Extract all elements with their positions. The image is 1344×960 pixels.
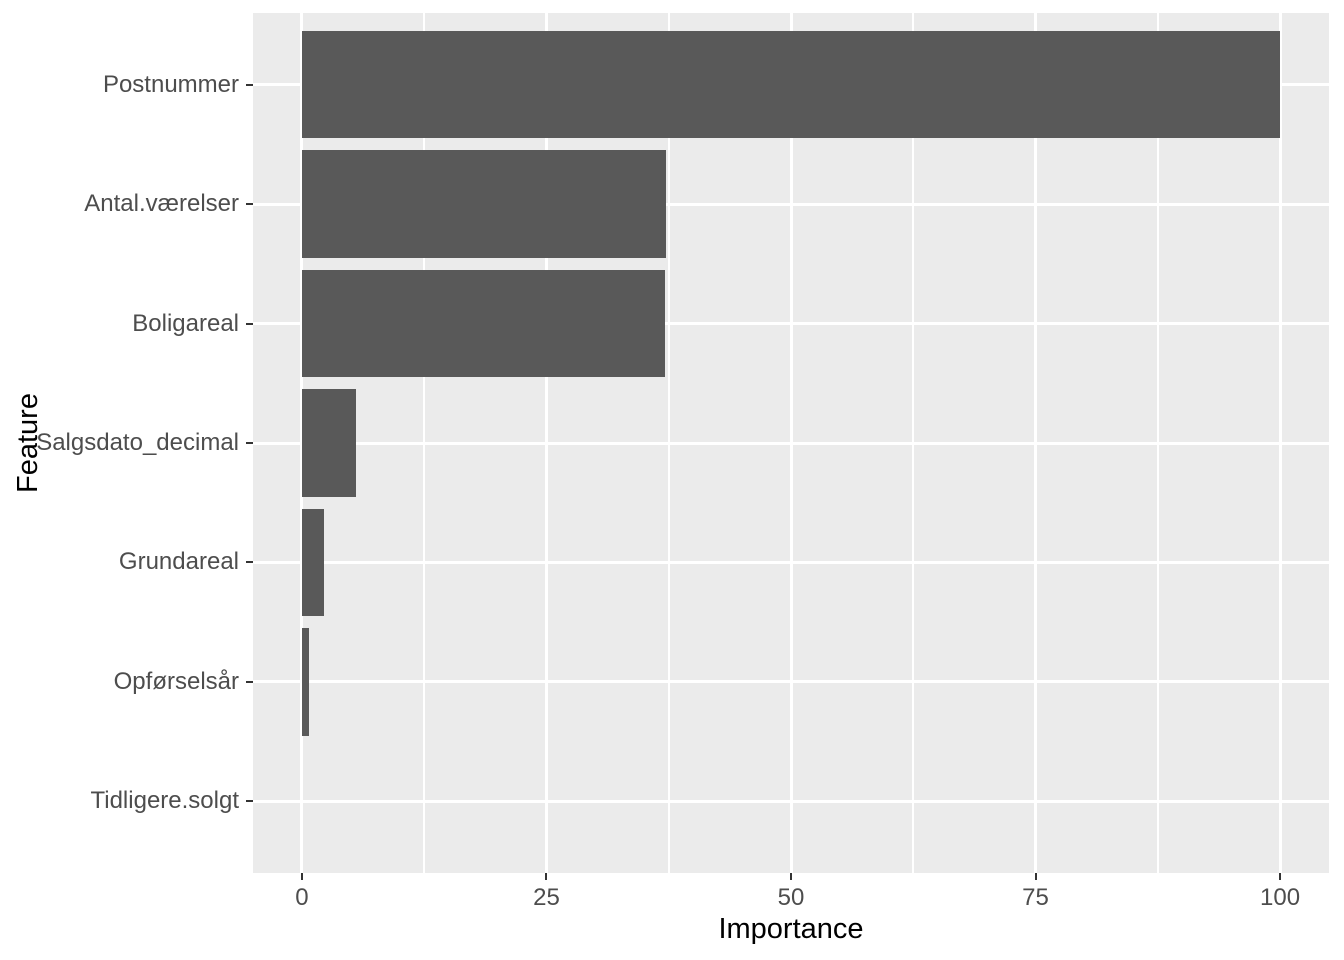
bar-salgsdato-decimal (301, 389, 356, 497)
x-tick-mark-75 (1034, 873, 1037, 880)
bar-postnummer (301, 30, 1281, 139)
y-tick-label-1: Postnummer (102, 70, 239, 98)
x-tick-label-75: 75 (1022, 884, 1049, 911)
plot-panel (253, 13, 1329, 873)
x-axis-title: Importance (718, 913, 864, 945)
y-tick-mark-6 (246, 680, 253, 683)
y-tick-mark-5 (246, 561, 253, 564)
bar-opf-rsels-r (301, 628, 309, 736)
bar-boligareal (301, 269, 665, 378)
y-tick-label-3: Boligareal (132, 309, 239, 337)
y-tick-mark-3 (246, 322, 253, 325)
x-tick-mark-25 (545, 873, 548, 880)
y-tick-mark-1 (246, 83, 253, 86)
x-tick-label-0: 0 (295, 884, 309, 911)
major-gridline-y-2 (253, 202, 1329, 206)
y-tick-label-5: Grundareal (118, 548, 239, 576)
y-tick-label-7: Tidligere.solgt (90, 787, 239, 815)
bar-antal-v-relser (301, 150, 666, 258)
x-tick-label-50: 50 (777, 884, 805, 911)
bar-grundareal (301, 508, 325, 617)
x-tick-mark-0 (300, 873, 303, 880)
y-tick-mark-4 (246, 442, 253, 444)
major-gridline-y-3 (253, 322, 1329, 326)
major-gridline-y-4 (253, 441, 1329, 445)
y-tick-mark-7 (246, 800, 253, 803)
y-tick-label-2: Antal.værelser (84, 190, 239, 218)
y-tick-label-6: Opførselsår (113, 667, 239, 695)
x-tick-mark-50 (790, 873, 792, 880)
y-tick-label-4: Salgsdato_decimal (36, 429, 239, 456)
x-tick-label-100: 100 (1260, 884, 1301, 911)
major-gridline-y-7 (253, 799, 1329, 803)
x-tick-mark-100 (1279, 873, 1282, 880)
y-tick-mark-2 (246, 203, 253, 206)
major-gridline-y-5 (253, 560, 1329, 564)
x-tick-label-25: 25 (533, 884, 560, 911)
major-gridline-y-6 (253, 680, 1329, 684)
